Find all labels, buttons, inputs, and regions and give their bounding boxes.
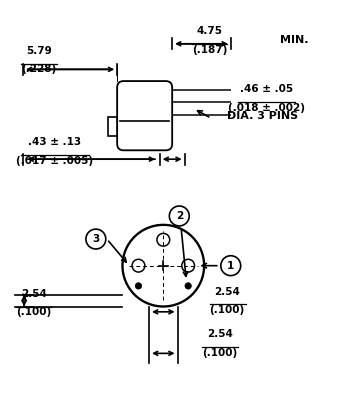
Text: .43 ± .13: .43 ± .13 bbox=[28, 138, 82, 148]
Text: (.100): (.100) bbox=[202, 348, 238, 358]
Bar bbox=[108, 116, 117, 136]
Circle shape bbox=[169, 206, 189, 226]
Circle shape bbox=[132, 259, 145, 272]
Text: 2: 2 bbox=[176, 211, 183, 221]
Text: (.018 ± .002): (.018 ± .002) bbox=[228, 103, 305, 113]
Circle shape bbox=[122, 225, 204, 306]
Circle shape bbox=[157, 233, 170, 246]
Circle shape bbox=[86, 229, 106, 249]
Circle shape bbox=[221, 256, 241, 276]
Text: 1: 1 bbox=[227, 261, 234, 271]
Text: 3: 3 bbox=[92, 234, 99, 244]
Text: (.017 ± .005): (.017 ± .005) bbox=[16, 156, 94, 166]
Circle shape bbox=[182, 259, 195, 272]
Text: 2.54: 2.54 bbox=[214, 286, 240, 296]
Circle shape bbox=[185, 283, 191, 289]
Text: (.100): (.100) bbox=[16, 307, 51, 317]
Text: .46 ± .05: .46 ± .05 bbox=[240, 84, 293, 94]
Text: (.187): (.187) bbox=[192, 44, 227, 54]
FancyBboxPatch shape bbox=[117, 81, 172, 150]
Circle shape bbox=[135, 283, 142, 289]
Text: 5.79: 5.79 bbox=[26, 46, 52, 56]
Text: 4.75: 4.75 bbox=[196, 26, 223, 36]
Text: 2.54: 2.54 bbox=[21, 289, 47, 299]
Text: (.100): (.100) bbox=[209, 305, 245, 315]
Text: DIA. 3 PINS: DIA. 3 PINS bbox=[227, 110, 298, 120]
Text: (.228): (.228) bbox=[21, 64, 57, 74]
Text: MIN.: MIN. bbox=[280, 35, 309, 45]
Text: 2.54: 2.54 bbox=[207, 329, 233, 339]
